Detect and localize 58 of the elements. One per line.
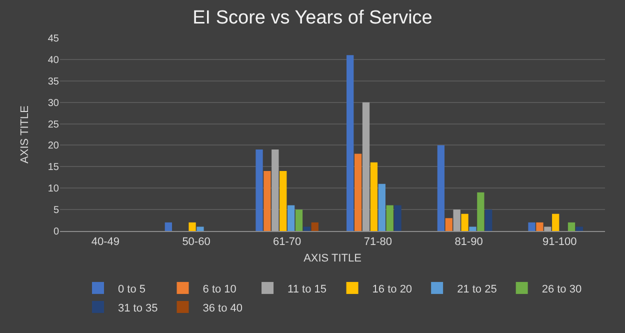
x-tick-label: 61-70 [273, 236, 302, 248]
bar [280, 170, 287, 231]
y-tick-label: 25 [48, 119, 60, 130]
bar [295, 210, 303, 231]
bar [536, 222, 544, 231]
legend-label: 36 to 40 [202, 302, 243, 314]
bar [445, 218, 452, 231]
bar [544, 226, 552, 231]
legend-label: 11 to 15 [288, 283, 326, 296]
bar [437, 145, 445, 231]
y-tick-label: 10 [48, 184, 60, 195]
bar [386, 205, 394, 231]
bar [354, 154, 362, 231]
x-axis-title: AXIS TITLE [304, 252, 362, 264]
bar [303, 226, 311, 231]
x-tick-label: 40-49 [91, 236, 120, 248]
chart-title: EI Score vs Years of Service [192, 7, 432, 28]
bar [394, 205, 402, 231]
bar [552, 214, 560, 231]
bar [164, 222, 172, 231]
y-tick-label: 5 [53, 205, 60, 216]
bar [568, 222, 576, 231]
bar [528, 222, 536, 231]
y-tick-label: 20 [48, 140, 60, 152]
y-tick-label: 35 [48, 76, 60, 88]
bar [346, 55, 354, 231]
legend-label: 0 to 5 [118, 283, 146, 296]
bar [378, 184, 386, 231]
y-tick-label: 15 [48, 162, 60, 174]
y-axis-title: AXIS TITLE [19, 106, 31, 164]
y-tick-label: 45 [48, 34, 60, 44]
bar [188, 222, 196, 231]
bar [461, 214, 468, 231]
bar [264, 170, 271, 231]
bar [370, 162, 378, 231]
bar [477, 192, 484, 231]
bar [453, 210, 460, 231]
y-tick-label: 30 [48, 98, 60, 109]
x-tick-label: 71-80 [364, 236, 392, 248]
bar [311, 222, 318, 231]
bar [576, 226, 584, 231]
bar [196, 226, 204, 231]
x-tick-label: 81-90 [454, 236, 483, 248]
bar [256, 150, 263, 231]
bar [469, 226, 476, 231]
y-tick-label: 40 [48, 54, 60, 66]
bar [287, 205, 295, 231]
legend-label: 6 to 10 [202, 283, 236, 296]
legend-label: 31 to 35 [118, 302, 158, 314]
legend-label: 16 to 20 [372, 283, 412, 296]
x-tick-label: 91-100 [542, 236, 577, 248]
x-tick-label: 50-60 [182, 236, 210, 248]
y-tick-label: 0 [53, 226, 60, 238]
bar [362, 102, 370, 231]
bar [485, 210, 492, 231]
bar [272, 150, 279, 231]
legend-label: 26 to 30 [542, 283, 582, 296]
legend-label: 21 to 25 [457, 283, 497, 296]
